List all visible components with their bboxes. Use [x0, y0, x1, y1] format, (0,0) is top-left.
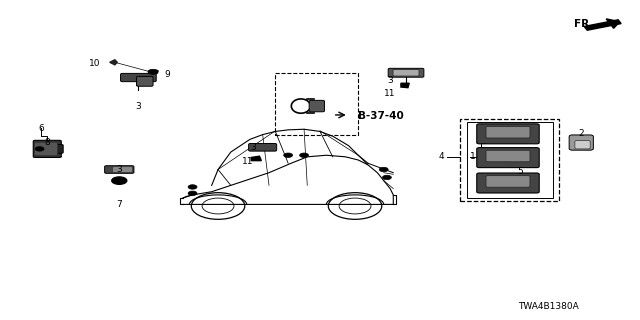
Circle shape — [148, 69, 158, 74]
FancyBboxPatch shape — [33, 140, 61, 157]
FancyBboxPatch shape — [136, 76, 153, 86]
FancyBboxPatch shape — [52, 144, 63, 153]
Circle shape — [500, 154, 514, 161]
Text: 2: 2 — [579, 129, 584, 138]
Circle shape — [300, 153, 308, 157]
Polygon shape — [109, 60, 117, 65]
Text: FR.: FR. — [573, 19, 593, 28]
Polygon shape — [584, 20, 621, 30]
Circle shape — [383, 175, 392, 180]
FancyBboxPatch shape — [569, 135, 593, 150]
Polygon shape — [149, 70, 158, 73]
Text: 5: 5 — [518, 167, 524, 176]
FancyBboxPatch shape — [477, 148, 540, 168]
Text: 10: 10 — [89, 59, 100, 68]
Text: 3: 3 — [250, 143, 255, 152]
Circle shape — [115, 179, 123, 182]
Bar — [467, 122, 552, 198]
Text: 11: 11 — [243, 157, 253, 166]
FancyBboxPatch shape — [486, 150, 530, 162]
FancyBboxPatch shape — [388, 68, 424, 77]
FancyBboxPatch shape — [113, 167, 132, 172]
FancyBboxPatch shape — [120, 73, 156, 82]
Polygon shape — [251, 156, 261, 161]
Text: 11: 11 — [384, 89, 396, 98]
Circle shape — [284, 153, 292, 157]
FancyBboxPatch shape — [393, 69, 419, 76]
Circle shape — [35, 147, 44, 151]
Circle shape — [188, 191, 197, 196]
FancyBboxPatch shape — [486, 176, 530, 187]
Bar — [460, 119, 559, 201]
Circle shape — [328, 193, 382, 219]
FancyBboxPatch shape — [575, 141, 590, 149]
Text: 4: 4 — [438, 152, 444, 161]
Text: 7: 7 — [116, 200, 122, 209]
Text: 3: 3 — [136, 101, 141, 111]
FancyBboxPatch shape — [309, 100, 324, 112]
Text: 3: 3 — [387, 76, 393, 85]
Bar — [275, 73, 358, 135]
Circle shape — [380, 167, 388, 172]
Polygon shape — [401, 83, 409, 88]
Text: B-37-40: B-37-40 — [358, 111, 404, 121]
FancyBboxPatch shape — [477, 124, 540, 144]
Polygon shape — [183, 155, 394, 204]
FancyBboxPatch shape — [248, 143, 276, 151]
Text: TWA4B1380A: TWA4B1380A — [518, 302, 579, 311]
Circle shape — [111, 177, 127, 184]
Text: 3: 3 — [116, 165, 122, 174]
Circle shape — [188, 185, 197, 189]
Circle shape — [191, 193, 245, 219]
Polygon shape — [606, 19, 620, 28]
Text: 1: 1 — [470, 152, 476, 161]
Text: 8: 8 — [44, 138, 50, 147]
FancyBboxPatch shape — [104, 166, 134, 173]
FancyBboxPatch shape — [477, 173, 540, 193]
Polygon shape — [212, 129, 368, 185]
Text: 9: 9 — [164, 70, 170, 79]
FancyBboxPatch shape — [486, 126, 530, 138]
Circle shape — [504, 156, 510, 159]
Text: 6: 6 — [38, 124, 44, 133]
FancyBboxPatch shape — [35, 142, 58, 156]
